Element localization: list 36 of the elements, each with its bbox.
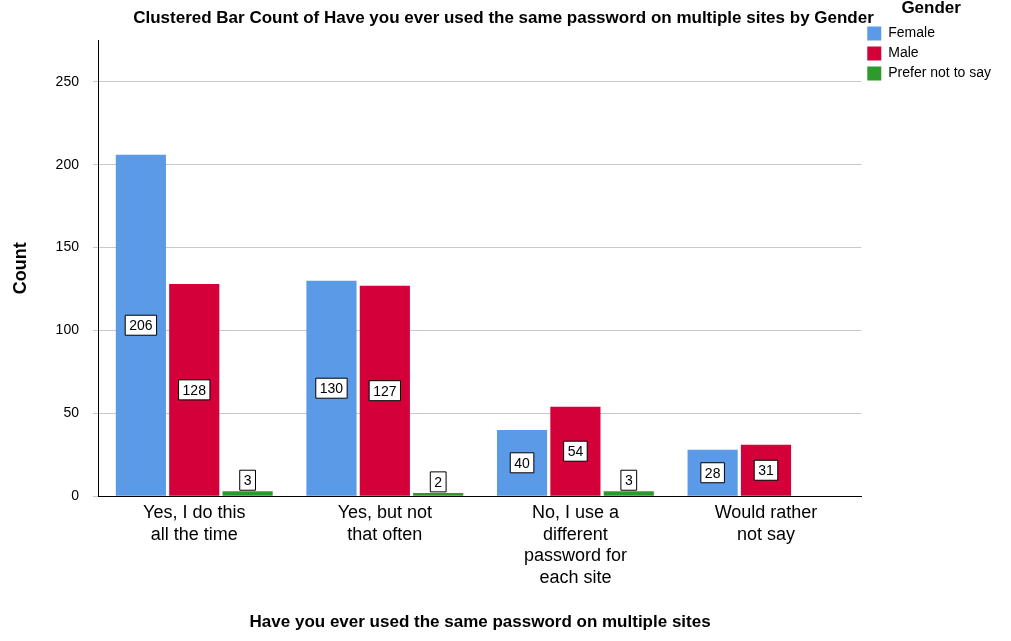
bar (306, 280, 357, 496)
data-label: 28 (704, 464, 721, 481)
x-tick-label: Would rather not say (714, 501, 818, 544)
legend-label: Male (888, 44, 919, 61)
y-tick-label: 0 (71, 487, 80, 504)
data-label: 3 (624, 472, 633, 489)
legend-label: Female (888, 24, 936, 41)
y-tick-label: 50 (63, 404, 80, 421)
bar (413, 492, 464, 496)
data-label: 40 (514, 454, 531, 471)
data-label: 54 (567, 443, 584, 460)
data-label: 127 (373, 382, 397, 399)
data-label: 3 (243, 472, 252, 489)
bar (222, 491, 273, 496)
y-tick-label: 250 (55, 72, 80, 89)
y-tick-label: 100 (55, 321, 80, 338)
data-label: 31 (758, 462, 774, 479)
x-tick-label: No, I use a different password for each site (523, 501, 627, 587)
bar (115, 154, 166, 496)
data-label: 130 (319, 380, 344, 397)
legend-label: Prefer not to say (888, 64, 991, 81)
chart-title: Clustered Bar Count of Have you ever used the same password on multiple sites by Gender (133, 7, 875, 27)
bar (603, 491, 654, 496)
y-tick-label: 200 (55, 155, 80, 172)
legend-title: Gender (901, 0, 962, 18)
data-label: 206 (129, 317, 153, 334)
x-tick-label: Yes, but not that often (337, 501, 433, 544)
y-tick-label: 150 (55, 238, 80, 255)
y-axis-title: Count (9, 242, 30, 295)
x-tick-label: Yes, I do this all the time (143, 501, 246, 544)
bar (359, 285, 410, 496)
data-label: 2 (434, 473, 443, 490)
bar (550, 406, 601, 496)
bar (169, 284, 220, 496)
x-axis-title: Have you ever used the same password on multiple sites (249, 612, 711, 632)
data-label: 128 (182, 381, 207, 398)
